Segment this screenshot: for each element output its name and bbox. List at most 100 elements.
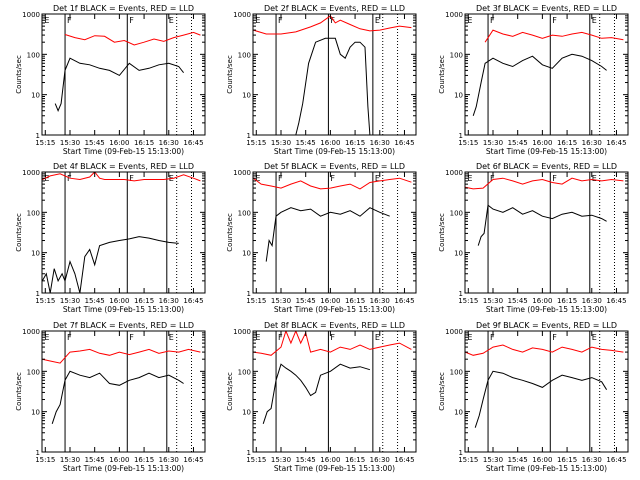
x-tick-label: 16:30 [159, 139, 179, 147]
series-line-events [472, 53, 607, 116]
x-tick-label: 16:45 [183, 297, 203, 305]
y-tick-label: 10 [31, 250, 40, 258]
x-axis-label: Start Time (09-Feb-15 15:13:00) [274, 464, 395, 473]
chart-panel: Det 3f BLACK = Events, RED = LLD E F F E 1 10 1… [438, 4, 629, 156]
x-tick-label: 16:00 [109, 297, 129, 305]
marker-label: F [330, 16, 335, 25]
series-line-lld [42, 348, 201, 364]
x-axis-label: Start Time (09-Feb-15 15:13:00) [486, 305, 607, 314]
y-tick-label: 100 [27, 51, 40, 59]
marker-label: F [552, 16, 557, 25]
y-tick-label: 1000 [22, 169, 40, 177]
chart-panel: Det 9f BLACK = Events, RED = LLD E F F E 1 10 1… [438, 321, 629, 473]
marker-label: F [278, 16, 283, 25]
marker-label: E [44, 16, 49, 25]
x-tick-label: 16:45 [606, 297, 626, 305]
marker-label: F [278, 333, 283, 342]
y-tick-label: 10 [31, 92, 40, 100]
x-tick-label: 16:00 [320, 297, 340, 305]
series-line-events [54, 57, 184, 113]
marker-label: E [169, 333, 174, 342]
y-axis-label: Counts/sec [438, 372, 446, 411]
y-axis-label: Counts/sec [438, 55, 446, 94]
x-tick-label: 15:30 [60, 139, 80, 147]
chart-title: Det 6f BLACK = Events, RED = LLD [476, 162, 617, 171]
series-line-lld [484, 29, 624, 43]
y-tick-label: 1000 [22, 11, 40, 19]
x-axis-label: Start Time (09-Feb-15 15:13:00) [486, 464, 607, 473]
marker-label: E [467, 16, 472, 25]
y-tick-label: 1000 [233, 11, 251, 19]
marker-label: E [375, 174, 380, 183]
x-tick-label: 16:45 [606, 139, 626, 147]
y-axis-label: Counts/sec [438, 213, 446, 252]
y-tick-label: 100 [238, 209, 251, 217]
y-tick-label: 100 [27, 368, 40, 376]
x-tick-label: 16:30 [159, 297, 179, 305]
x-tick-label: 15:45 [85, 297, 105, 305]
series-line-events [262, 363, 371, 424]
marker-label: F [67, 333, 72, 342]
marker-label: F [490, 333, 495, 342]
x-tick-label: 15:30 [483, 456, 503, 464]
x-tick-label: 16:45 [394, 297, 414, 305]
y-tick-label: 1000 [445, 11, 463, 19]
series-line-lld [253, 177, 412, 190]
series-line-events [477, 204, 607, 246]
x-tick-label: 16:15 [345, 139, 365, 147]
x-tick-label: 15:15 [246, 297, 266, 305]
x-tick-label: 16:30 [370, 139, 390, 147]
x-tick-label: 16:00 [532, 139, 552, 147]
x-tick-label: 16:45 [183, 456, 203, 464]
x-tick-label: 15:45 [508, 297, 528, 305]
series-line-lld [465, 344, 624, 356]
y-tick-label: 10 [454, 409, 463, 417]
x-tick-label: 15:30 [271, 297, 291, 305]
marker-label: E [592, 16, 597, 25]
plot-frame [41, 13, 206, 136]
y-axis-label: Counts/sec [226, 372, 234, 411]
x-axis-label: Start Time (09-Feb-15 15:13:00) [486, 147, 607, 156]
plot-frame [464, 330, 629, 453]
chart-panel: Det 6f BLACK = Events, RED = LLD E F F E 1 10 1… [438, 162, 629, 314]
x-tick-label: 16:15 [557, 297, 577, 305]
x-tick-label: 16:15 [134, 297, 154, 305]
x-tick-label: 15:30 [60, 297, 80, 305]
series-line-lld [253, 331, 412, 356]
marker-label: E [255, 333, 260, 342]
marker-label: F [330, 174, 335, 183]
x-tick-label: 16:00 [532, 456, 552, 464]
x-tick-label: 15:15 [458, 456, 478, 464]
y-tick-label: 1 [36, 449, 40, 457]
y-tick-label: 1 [459, 290, 463, 298]
series-line-lld [42, 172, 201, 182]
y-axis-label: Counts/sec [15, 213, 23, 252]
x-tick-label: 16:45 [606, 456, 626, 464]
plot-frame [252, 330, 417, 453]
marker-label: E [467, 174, 472, 183]
x-axis-label: Start Time (09-Feb-15 15:13:00) [274, 305, 395, 314]
chart-panel: Det 5f BLACK = Events, RED = LLD E F F E 1 10 1… [226, 162, 417, 314]
plot-frame [464, 13, 629, 136]
x-tick-label: 16:15 [345, 456, 365, 464]
chart-title: Det 5f BLACK = Events, RED = LLD [264, 162, 405, 171]
y-axis-label: Counts/sec [226, 55, 234, 94]
x-tick-label: 16:00 [320, 139, 340, 147]
y-tick-label: 10 [31, 409, 40, 417]
x-tick-label: 16:30 [159, 456, 179, 464]
x-tick-label: 15:15 [246, 456, 266, 464]
series-line-events [51, 370, 184, 424]
marker-label: F [490, 174, 495, 183]
y-tick-label: 10 [454, 250, 463, 258]
marker-label: F [330, 333, 335, 342]
x-axis-label: Start Time (09-Feb-15 15:13:00) [63, 464, 184, 473]
y-tick-label: 10 [242, 409, 251, 417]
chart-title: Det 2f BLACK = Events, RED = LLD [264, 4, 405, 13]
x-tick-label: 16:00 [320, 456, 340, 464]
chart-panel: Det 1f BLACK = Events, RED = LLD E F F E 1 10 1… [15, 4, 206, 156]
x-tick-label: 15:30 [483, 139, 503, 147]
y-axis-label: Counts/sec [15, 372, 23, 411]
x-tick-label: 15:15 [35, 456, 55, 464]
x-tick-label: 16:45 [183, 139, 203, 147]
